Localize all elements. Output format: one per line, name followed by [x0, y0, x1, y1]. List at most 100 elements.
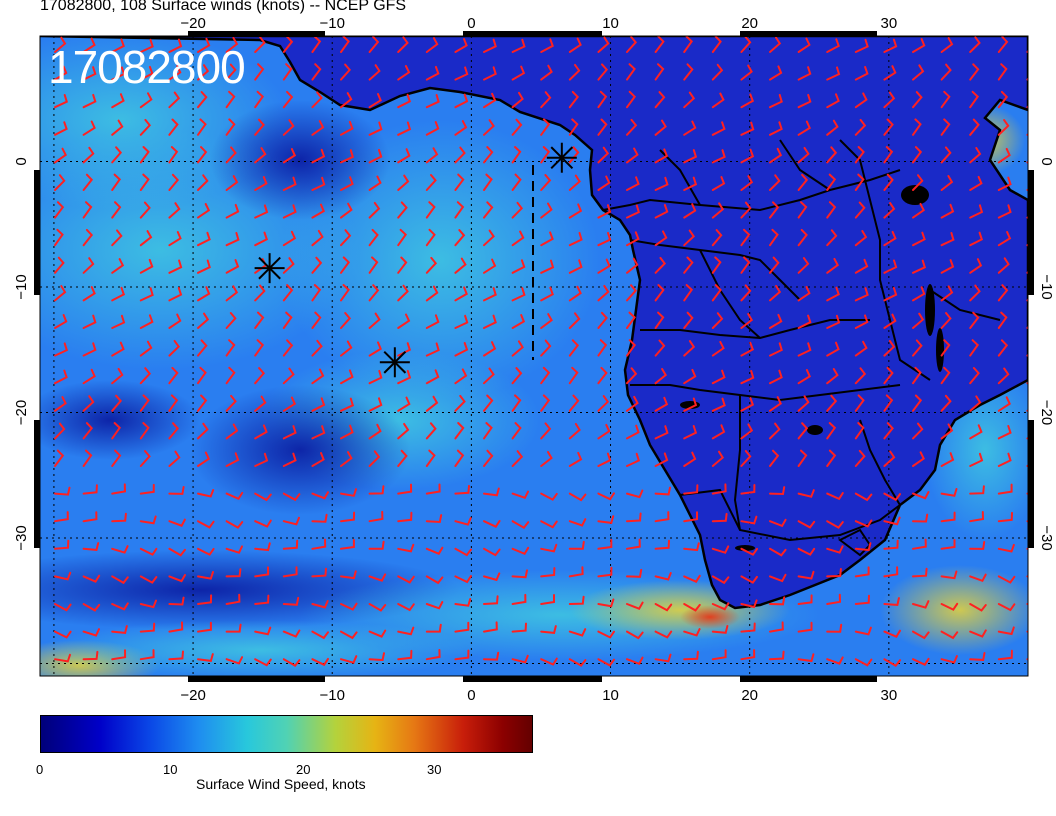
- wind-barb: [540, 625, 557, 634]
- wind-barb: [597, 258, 611, 274]
- wind-barb: [425, 449, 436, 467]
- lat-tick-labels-left: 0 −10 −20 −30: [13, 157, 30, 550]
- wind-barb: [654, 176, 669, 191]
- wind-barb: [397, 93, 412, 109]
- wind-barb: [969, 424, 983, 440]
- wind-barb: [111, 449, 122, 467]
- wind-barb: [454, 517, 472, 526]
- wind-barb: [740, 256, 751, 274]
- wind-barb: [483, 173, 493, 191]
- wind-barb: [197, 64, 210, 81]
- wind-barb: [883, 597, 900, 606]
- wind-barb: [254, 90, 265, 109]
- wind-barb: [711, 36, 722, 53]
- wind-barb: [511, 118, 523, 136]
- wind-barb: [826, 623, 843, 633]
- wind-barb: [626, 204, 641, 219]
- wind-barb: [740, 397, 755, 412]
- wind-barb: [282, 176, 297, 191]
- wind-barb: [683, 340, 696, 357]
- wind-barb: [683, 256, 694, 274]
- wind-barb: [483, 449, 494, 467]
- lat-tick-label: −20: [13, 400, 30, 425]
- wind-barb: [711, 149, 726, 164]
- wind-barb: [168, 574, 186, 583]
- wind-barb: [883, 38, 898, 53]
- wind-barb: [197, 594, 213, 605]
- wind-barb: [740, 201, 752, 219]
- wind-barb: [397, 575, 415, 584]
- wind-barb: [483, 422, 493, 440]
- wind-barb: [854, 287, 869, 302]
- wind-barb: [1026, 49, 1028, 53]
- wind-barb: [740, 36, 752, 53]
- wind-barb: [311, 368, 325, 385]
- wind-barb: [483, 66, 497, 81]
- wind-barb: [883, 259, 898, 274]
- wind-barb: [940, 63, 952, 81]
- wind-barb: [912, 600, 930, 609]
- wind-barb: [311, 120, 325, 136]
- wind-barb: [568, 90, 580, 109]
- wind-barb: [540, 259, 555, 274]
- wind-barb: [568, 312, 581, 329]
- wind-barb: [912, 259, 927, 274]
- wind-barb: [969, 231, 984, 247]
- wind-barb: [139, 92, 153, 109]
- wind-barb: [769, 396, 782, 412]
- wind-barb: [568, 174, 581, 191]
- wind-barb: [254, 519, 272, 528]
- wind-barb: [454, 93, 469, 109]
- wind-barb: [711, 625, 729, 634]
- wind-barb: [197, 621, 212, 633]
- wind-barb: [225, 146, 237, 164]
- wind-barb: [797, 146, 810, 164]
- wind-barb: [597, 452, 612, 467]
- wind-barb: [969, 175, 983, 191]
- wind-barb: [997, 63, 1008, 81]
- wind-barb: [997, 452, 1012, 467]
- wind-barb: [340, 451, 353, 467]
- wind-barb: [54, 36, 67, 53]
- wind-barb: [425, 395, 439, 412]
- wind-barb: [397, 449, 408, 467]
- wind-barb: [769, 547, 787, 557]
- wind-barb: [626, 489, 644, 499]
- wind-barb: [854, 38, 869, 53]
- wind-barb: [969, 652, 986, 661]
- wind-barb: [368, 228, 379, 247]
- wind-barb: [111, 575, 129, 585]
- lon-tick-label: 30: [881, 687, 898, 704]
- wind-barb: [425, 228, 436, 247]
- wind-barb: [225, 394, 237, 412]
- wind-barb: [82, 146, 95, 164]
- wind-barb: [568, 566, 584, 578]
- wind-barb: [82, 395, 95, 412]
- wind-barb: [740, 622, 756, 633]
- wind-barb: [597, 598, 615, 608]
- wind-barb: [511, 314, 526, 329]
- wind-barb: [425, 575, 444, 585]
- wind-barb: [425, 601, 444, 610]
- wind-barb: [912, 422, 924, 440]
- wind-barb: [626, 147, 639, 164]
- wind-barb: [254, 147, 267, 164]
- wind-barb: [854, 173, 865, 191]
- wind-barb: [711, 92, 725, 109]
- country-borders: [602, 139, 1001, 557]
- wind-barb: [254, 542, 271, 552]
- wind-barb: [425, 649, 441, 661]
- wind-barb: [568, 492, 587, 502]
- wind-barb: [197, 547, 215, 556]
- wind-barb: [311, 176, 326, 191]
- wind-barb: [883, 65, 897, 81]
- wind-barb: [139, 367, 152, 385]
- wind-barb: [997, 396, 1011, 412]
- colorbar-tick-label: 10: [163, 762, 178, 777]
- wind-barb: [311, 513, 328, 523]
- wind-barb: [111, 286, 126, 302]
- wind-barb: [511, 593, 527, 605]
- wind-barb: [769, 621, 784, 633]
- wind-barb: [940, 394, 952, 412]
- wind-barb: [654, 36, 665, 53]
